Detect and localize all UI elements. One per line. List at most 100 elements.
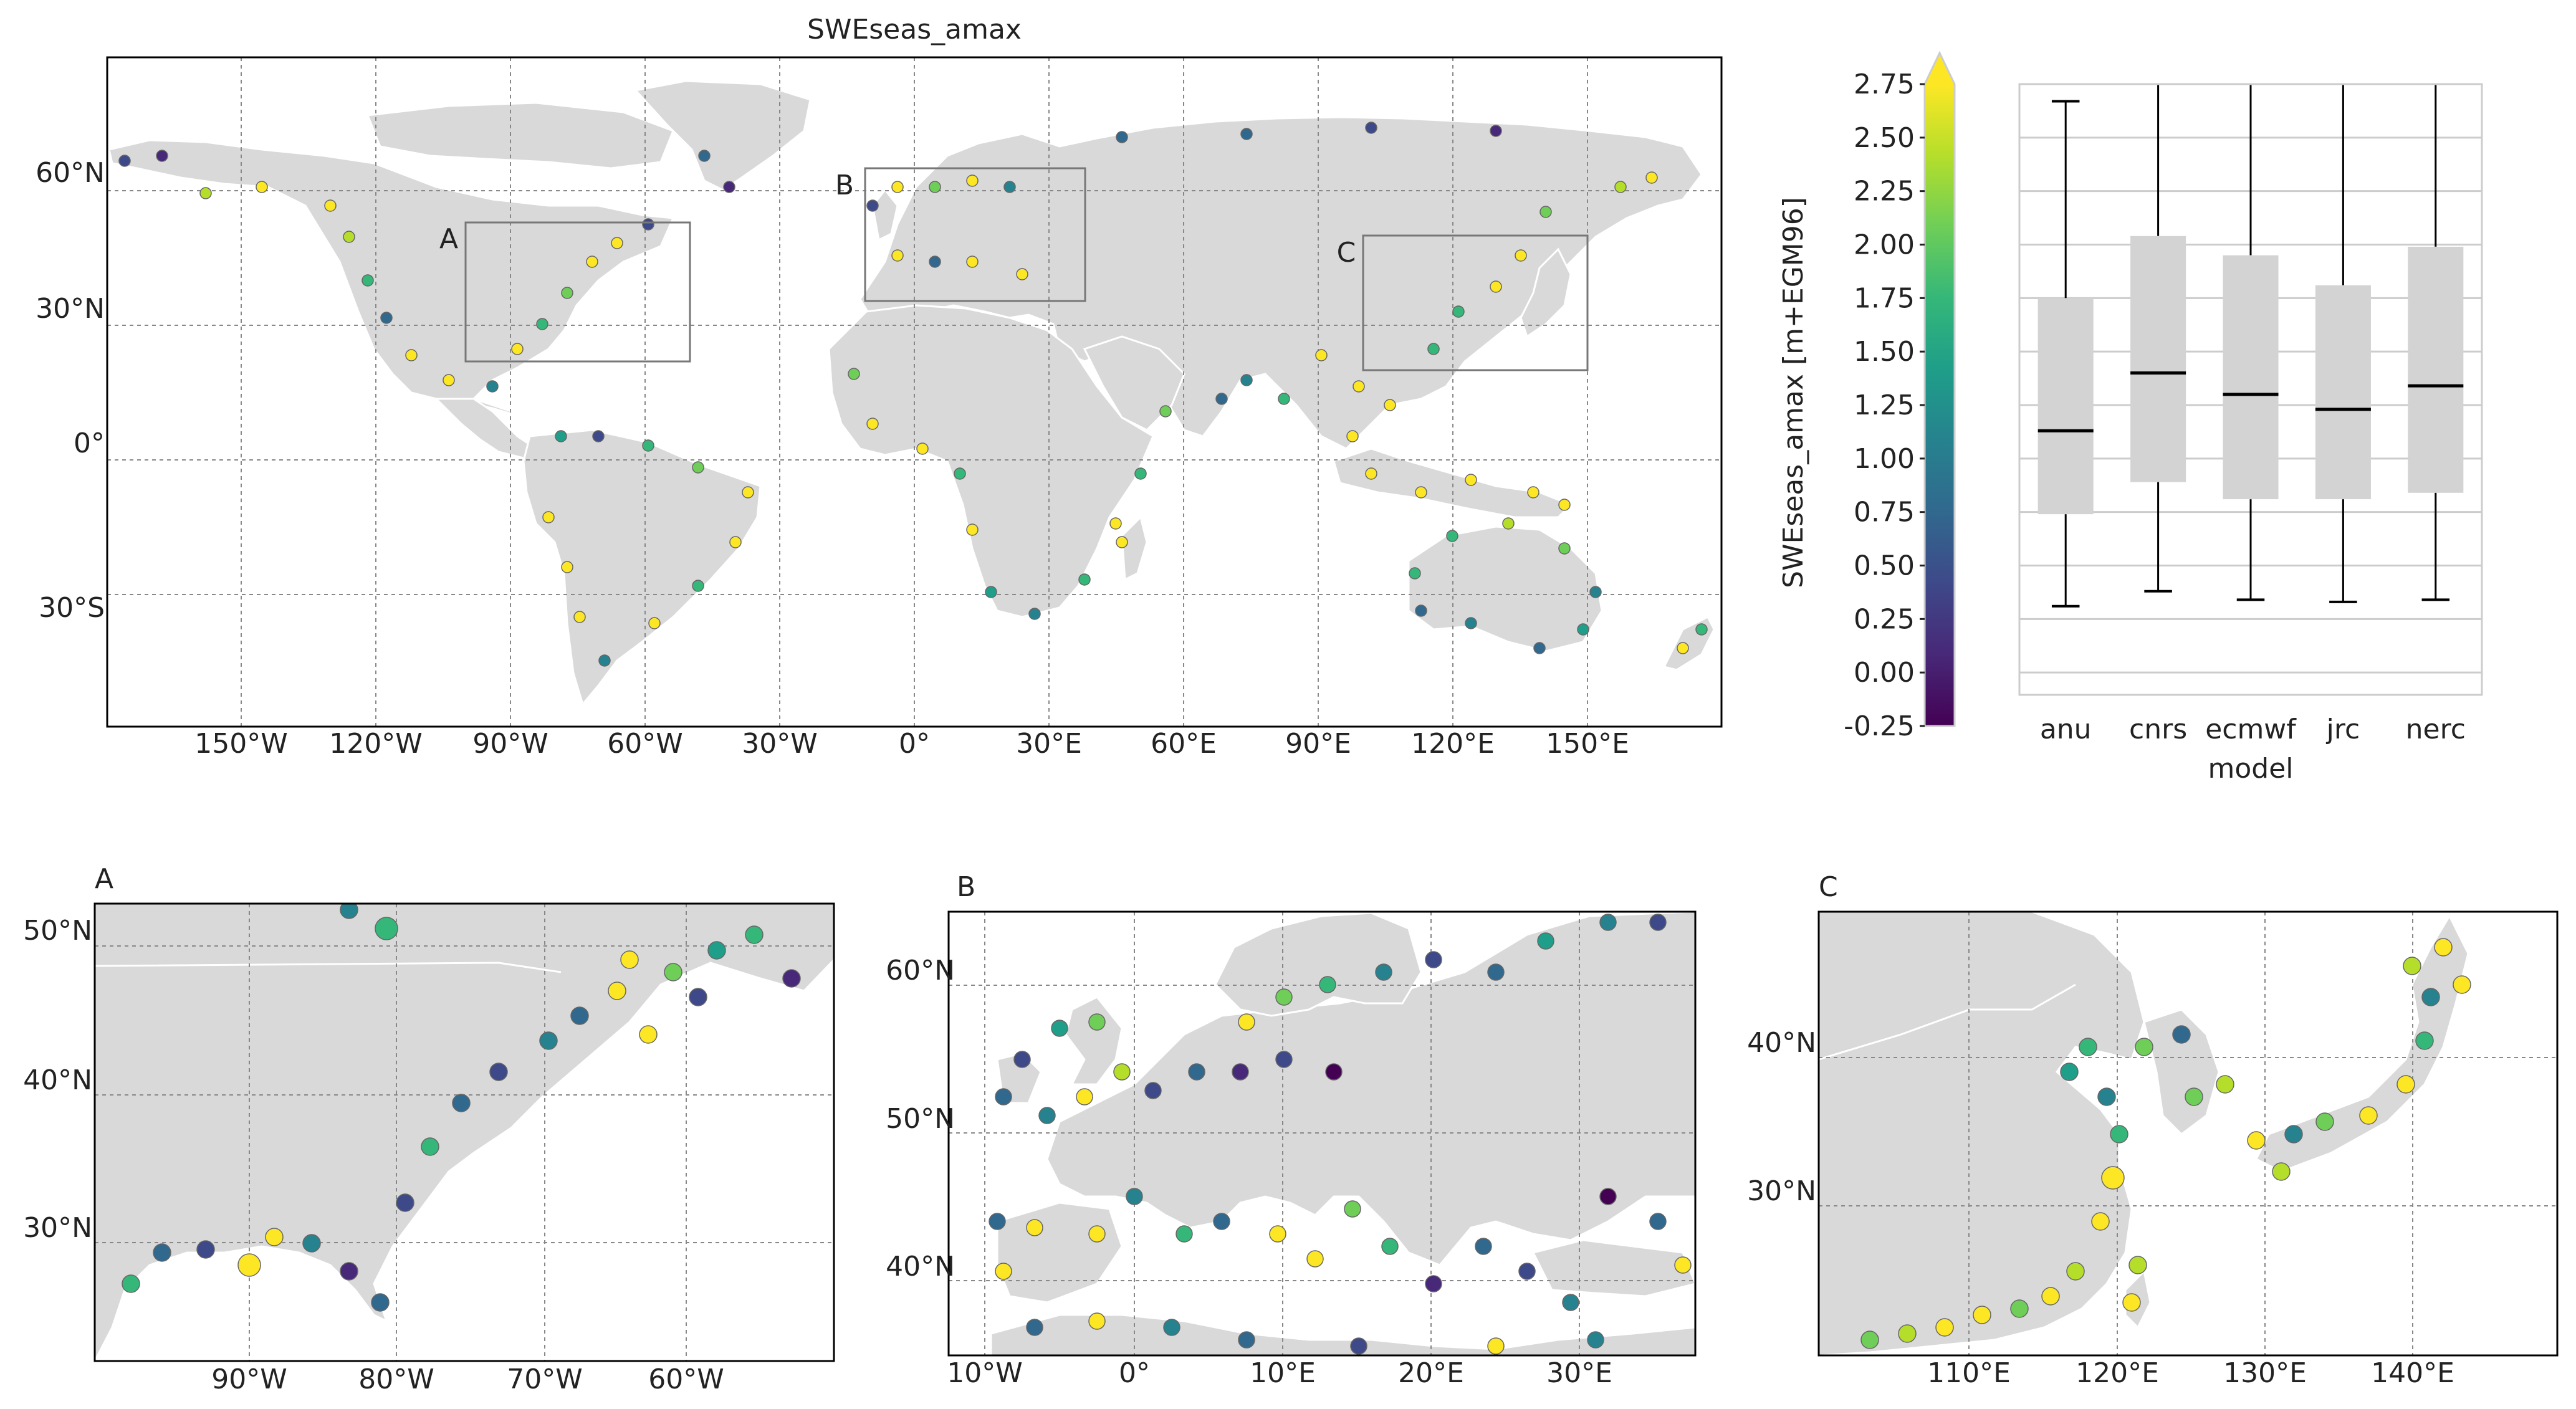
inset-a-letter: A (95, 863, 113, 895)
land-canadian-arctic (366, 102, 674, 170)
inset-c-gridlines (1819, 912, 2557, 1355)
inset-a-lat-tick: 40°N (23, 1064, 92, 1096)
inset-b-land (990, 912, 1695, 1355)
colorbar-label: SWEseas_amax [m+EGM96] (1778, 197, 1809, 588)
main-lon-tick: 60°E (1151, 728, 1217, 760)
region-label-c: C (1337, 237, 1356, 269)
box-category-label: cnrs (2129, 714, 2187, 745)
region-box-a (464, 221, 691, 363)
inset-c-china (1819, 912, 2145, 1355)
box-category-label: nerc (2406, 714, 2466, 745)
main-lon-tick: 90°E (1285, 728, 1351, 760)
inset-b-lon-tick: 20°E (1398, 1357, 1464, 1389)
inset-c-land (1819, 912, 2469, 1355)
region-label-a: A (439, 223, 458, 255)
main-lat-tick: 30°S (39, 592, 105, 624)
box-jrc (2315, 84, 2371, 603)
inset-a-land (95, 904, 834, 1361)
colorbar-tick-label: 0.75 (1854, 497, 1915, 528)
region-label-b: B (835, 170, 854, 201)
main-lon-tick: 90°W (472, 728, 548, 760)
box-iqr (2315, 285, 2371, 500)
inset-b-lat-tick: 60°N (886, 955, 955, 986)
colorbar-tick-label: 2.50 (1854, 122, 1915, 154)
colorbar-tick-label: 2.00 (1854, 229, 1915, 261)
main-map-title: SWEseas_amax (807, 14, 1022, 45)
box-plot-category-labels: anu cnrs ecmwf jrc nerc (2040, 714, 2466, 745)
inset-a-lon-tick: 70°W (507, 1364, 583, 1395)
inset-a-border (95, 962, 562, 973)
main-lon-tick: 0° (899, 728, 930, 760)
box-category-label: anu (2040, 714, 2092, 745)
colorbar-tick-label: -0.25 (1844, 710, 1915, 742)
box-cnrs (2130, 84, 2186, 593)
inset-a-lon-tick: 60°W (648, 1364, 724, 1395)
inset-a-lat-tick: 30°N (23, 1212, 92, 1244)
box-anu (2037, 100, 2094, 608)
colorbar-tick-label: 1.50 (1854, 336, 1915, 368)
main-lat-tick: 0° (74, 427, 105, 459)
inset-b-lon-tick: 10°W (947, 1357, 1023, 1389)
colorbar-tick-label: 2.25 (1854, 176, 1915, 208)
inset-a-lon-tick: 90°W (211, 1364, 287, 1395)
inset-b-anatolia (1531, 1239, 1695, 1297)
box-ecmwf (2223, 84, 2279, 601)
main-map-land (108, 80, 1715, 707)
inset-a-lon-tick: 80°W (358, 1364, 434, 1395)
land-madagascar (1121, 515, 1148, 581)
colorbar-tick-label: 0.25 (1854, 603, 1915, 635)
main-lat-tick: 60°N (36, 157, 105, 189)
box-iqr (2130, 236, 2186, 482)
main-map-lat-tick-labels: 60°N 30°N 0° 30°S (36, 157, 105, 624)
land-uk (871, 188, 899, 242)
colorbar-tick-label: 0.00 (1854, 657, 1915, 689)
colorbar-gradient (1925, 84, 1955, 726)
region-box-c (1362, 234, 1589, 371)
box-plot: anu cnrs ecmwf jrc nerc model (2018, 83, 2483, 785)
colorbar: -0.25 0.00 0.25 0.50 0.75 1.00 1.25 1.50 1.75 2.0… (1778, 50, 1956, 742)
box-iqr (2223, 255, 2279, 500)
land-arabia (1083, 335, 1185, 431)
colorbar-tick-label: 1.75 (1854, 282, 1915, 314)
inset-b: B (886, 871, 1697, 1389)
region-box-b (864, 167, 1086, 302)
inset-b-lat-tick: 50°N (886, 1103, 955, 1135)
inset-c: C (1747, 871, 2559, 1389)
inset-b-lon-tick: 30°E (1546, 1357, 1612, 1389)
inset-a-frame (93, 902, 835, 1362)
land-southeast-asia-islands (1333, 447, 1573, 518)
inset-c-lon-tick: 130°E (2223, 1357, 2307, 1389)
main-lon-tick: 30°W (742, 728, 818, 760)
box-category-label: jrc (2326, 714, 2360, 745)
main-lon-tick: 150°W (194, 728, 288, 760)
inset-b-europe (1046, 912, 1695, 1266)
box-iqr (2037, 298, 2094, 515)
inset-c-frame (1817, 910, 2559, 1357)
land-south-america (522, 429, 762, 707)
main-map: SWEseas_amax (36, 14, 1723, 760)
inset-b-lon-tick: 10°E (1250, 1357, 1316, 1389)
inset-b-station-markers (989, 914, 1692, 1355)
inset-c-letter: C (1819, 871, 1838, 903)
box-plot-frame (2018, 83, 2483, 696)
main-lon-tick: 120°W (329, 728, 423, 760)
inset-b-britain (1065, 996, 1123, 1086)
inset-b-scandinavia (1214, 912, 1422, 1017)
inset-b-frame (947, 910, 1697, 1357)
inset-c-lat-tick: 30°N (1747, 1175, 1816, 1207)
main-lon-tick: 30°E (1016, 728, 1082, 760)
inset-a-station-markers (122, 904, 801, 1312)
land-africa (828, 304, 1154, 618)
colorbar-tick-label: 1.25 (1854, 389, 1915, 421)
land-australia (1407, 525, 1603, 652)
land-greenland (634, 80, 812, 191)
main-map-region-boxes (464, 167, 1589, 371)
colorbar-extend-arrow (1925, 53, 1955, 84)
inset-b-lon-tick: 0° (1119, 1357, 1150, 1389)
inset-c-lat-tick: 40°N (1747, 1027, 1816, 1059)
inset-a-lat-tick: 50°N (23, 915, 92, 947)
box-plot-xlabel: model (2208, 753, 2293, 785)
main-lon-tick: 150°E (1546, 728, 1629, 760)
box-plot-boxes (2037, 84, 2464, 608)
